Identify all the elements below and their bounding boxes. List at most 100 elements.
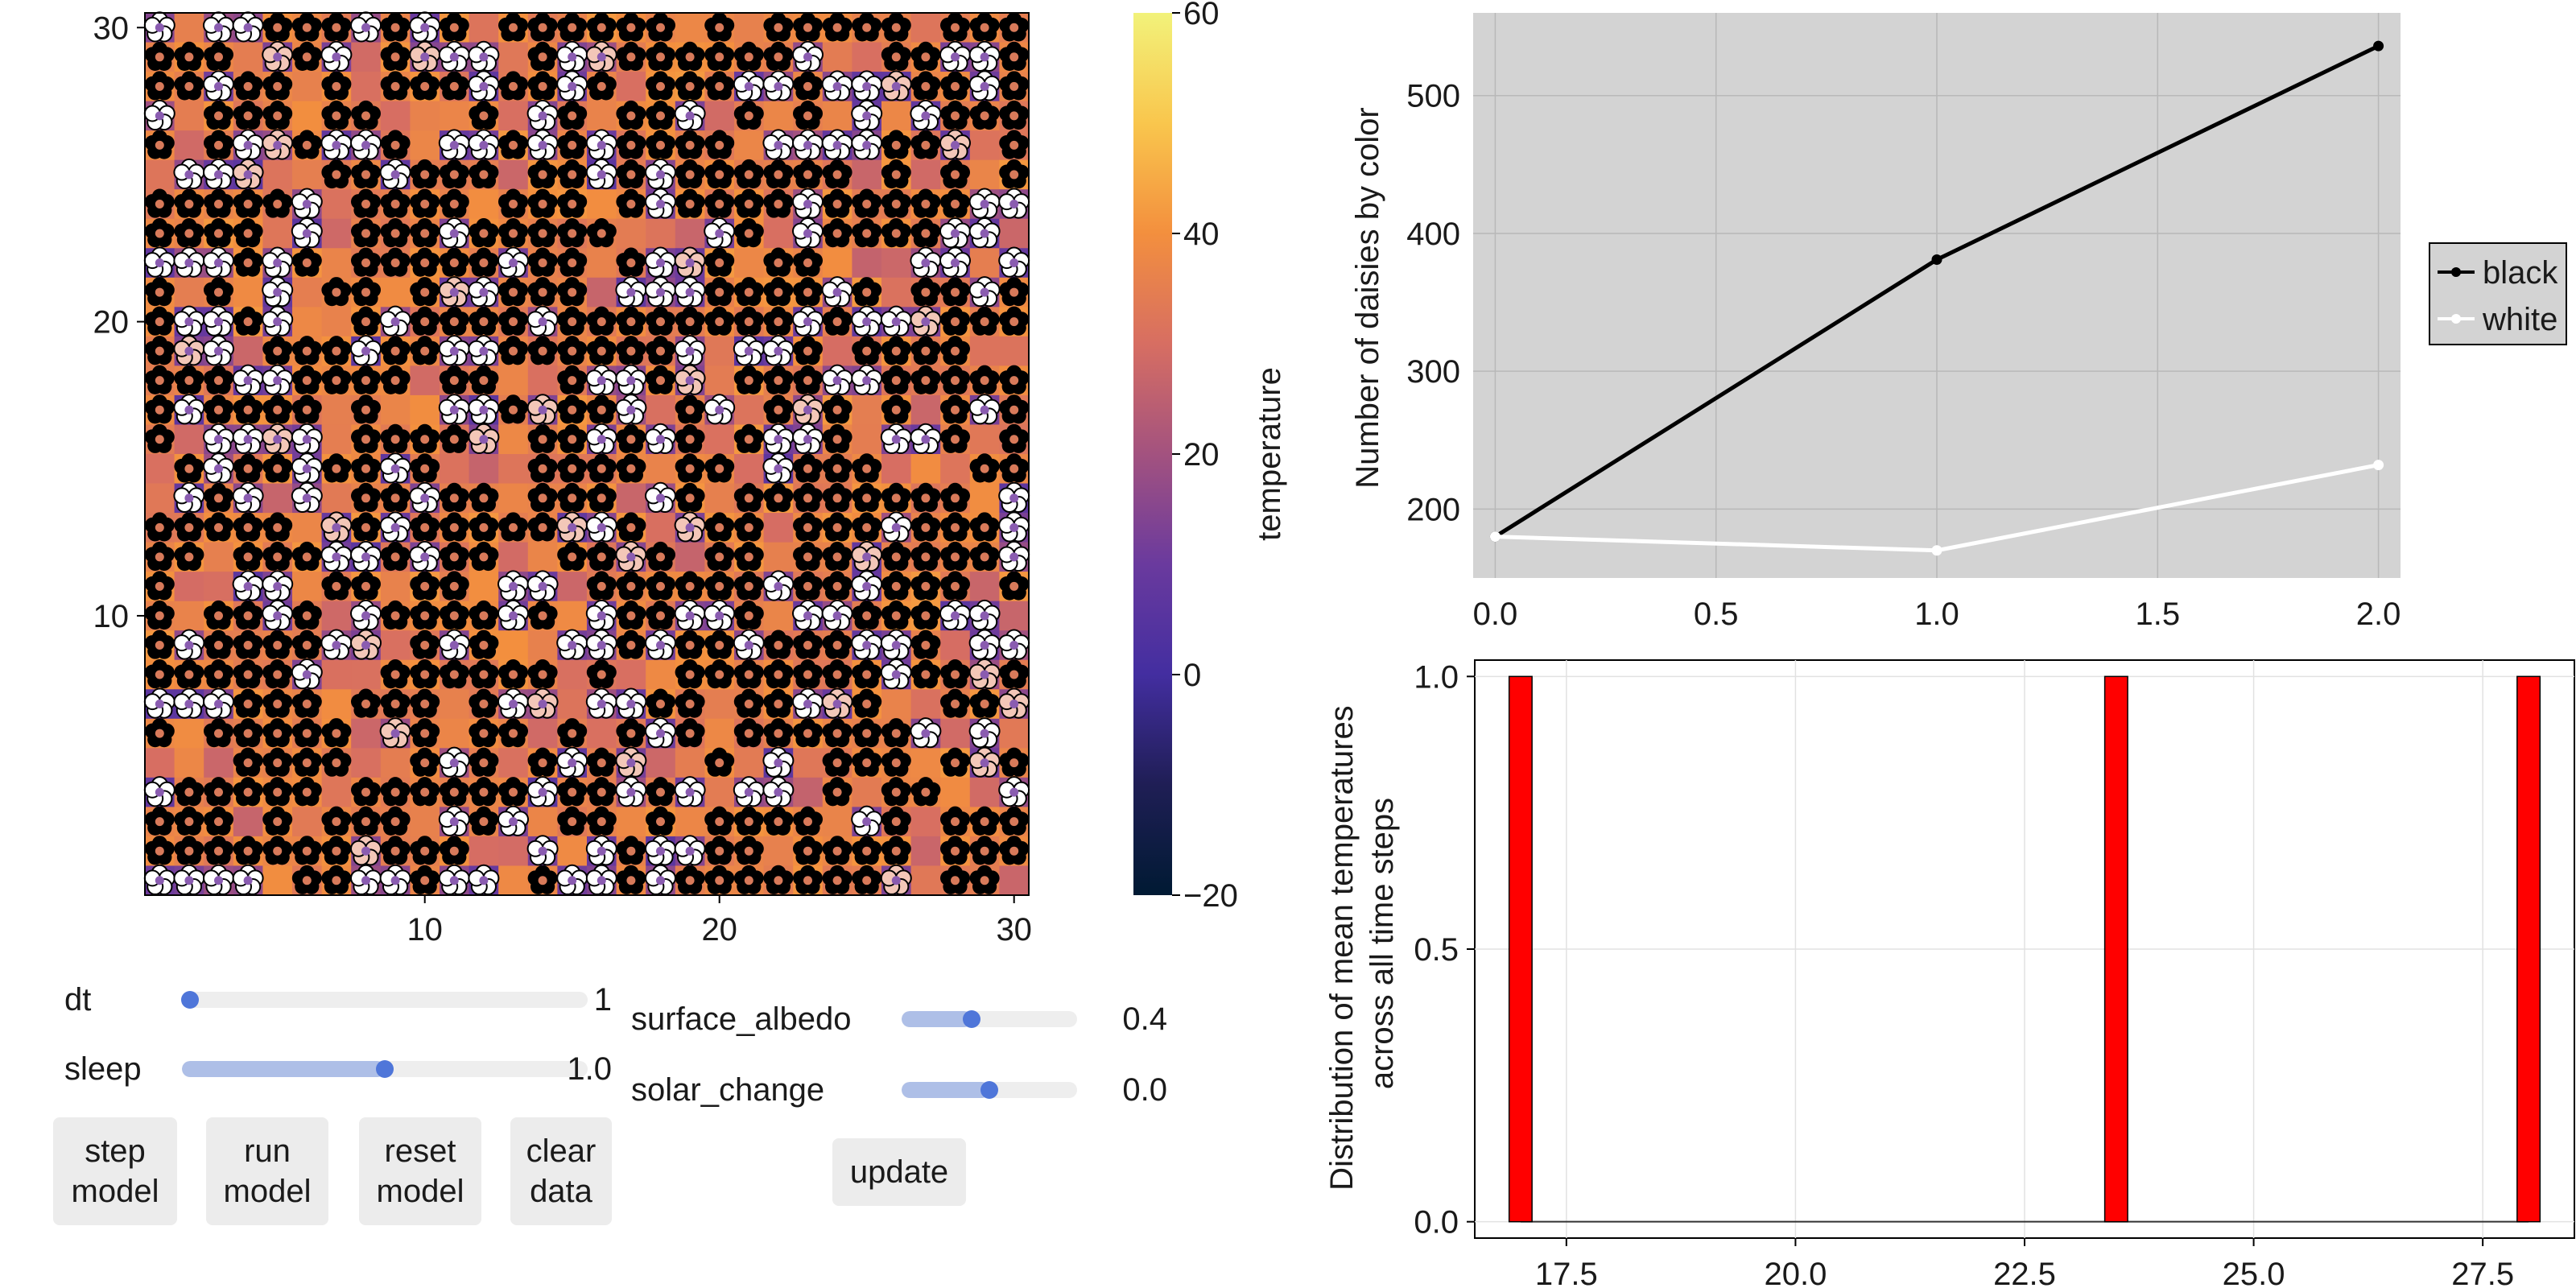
black-daisy-icon xyxy=(646,41,675,71)
daisy-center xyxy=(626,376,636,386)
slider-surface-albedo-track[interactable] xyxy=(902,1011,1077,1027)
daisy-center xyxy=(597,640,606,650)
slider-sleep[interactable]: sleep 1.0 xyxy=(64,1045,612,1093)
daisy-center xyxy=(685,611,695,621)
black-daisy-icon xyxy=(793,71,823,101)
black-daisy-icon xyxy=(321,453,352,483)
temperature-cell xyxy=(498,365,529,396)
black-daisy-icon xyxy=(351,777,381,807)
daisy-center xyxy=(626,876,636,886)
white-daisy-icon xyxy=(350,11,382,43)
black-daisy-icon xyxy=(351,394,381,424)
black-daisy-icon xyxy=(675,659,705,689)
x-tick-label: 10 xyxy=(407,912,443,947)
black-daisy-icon xyxy=(204,512,233,542)
black-daisy-icon xyxy=(940,188,970,218)
slider-surface-albedo[interactable]: surface_albedo 0.4 xyxy=(631,995,1167,1043)
black-daisy-icon xyxy=(174,836,204,865)
daisy-center xyxy=(597,346,606,356)
daisy-center xyxy=(361,700,370,709)
daisy-center xyxy=(774,405,783,415)
daisy-center xyxy=(449,317,459,327)
daisy-center xyxy=(832,581,842,591)
clear-data-button[interactable]: clear data xyxy=(510,1117,612,1225)
daisy-center xyxy=(832,611,842,621)
daisy-center xyxy=(479,700,489,709)
daisy-center xyxy=(803,81,812,91)
black-daisy-icon xyxy=(646,541,675,572)
daisy-center xyxy=(832,464,842,473)
black-daisy-icon xyxy=(793,806,823,836)
daisy-center xyxy=(685,640,695,650)
update-button[interactable]: update xyxy=(832,1138,966,1206)
white-daisy-icon xyxy=(291,481,323,513)
black-daisy-icon xyxy=(704,659,735,689)
slider-surface-albedo-knob[interactable] xyxy=(963,1010,981,1028)
daisy-center xyxy=(803,611,812,621)
daisy-center xyxy=(1009,640,1019,650)
daisy-center xyxy=(568,640,577,650)
slider-sleep-knob[interactable] xyxy=(376,1060,394,1078)
slider-dt-knob[interactable] xyxy=(181,991,200,1009)
daisy-center xyxy=(243,522,253,532)
white-daisy-icon xyxy=(232,481,264,513)
daisy-center xyxy=(538,581,547,591)
temperature-cell xyxy=(498,454,529,485)
daisy-center xyxy=(538,199,547,208)
black-daisy-icon xyxy=(204,600,233,630)
daisy-center xyxy=(832,376,842,386)
daisy-center xyxy=(214,23,223,32)
daisy-center xyxy=(656,817,665,827)
black-daisy-icon xyxy=(675,630,705,659)
daisy-center xyxy=(184,52,194,62)
black-daisy-icon xyxy=(704,512,735,542)
daisy-center xyxy=(538,346,547,356)
temperature-cell xyxy=(380,630,411,661)
black-daisy-icon xyxy=(822,482,852,512)
slider-dt-track[interactable] xyxy=(182,992,588,1008)
white-daisy-icon xyxy=(556,70,588,101)
daisy-center xyxy=(951,405,960,415)
daisy-center xyxy=(390,611,400,621)
black-daisy-icon xyxy=(144,130,175,159)
slider-dt[interactable]: dt 1 xyxy=(64,976,612,1024)
daisy-center xyxy=(184,787,194,797)
slider-solar-change[interactable]: solar_change 0.0 xyxy=(631,1066,1167,1114)
daisy-center xyxy=(479,81,489,91)
black-daisy-icon xyxy=(291,836,322,865)
daisy-center xyxy=(509,581,518,591)
reset-model-button[interactable]: reset model xyxy=(359,1117,481,1225)
temperature-cell xyxy=(527,365,558,396)
black-daisy-icon xyxy=(439,777,469,807)
daisy-center xyxy=(597,552,606,562)
daisy-center xyxy=(921,493,931,503)
daisy-center xyxy=(390,81,400,91)
black-daisy-icon xyxy=(793,336,823,365)
y-tick-label: 1.0 xyxy=(1414,659,1459,695)
daisy-center xyxy=(715,52,724,62)
daisy-center xyxy=(891,405,901,415)
daisy-center xyxy=(626,258,636,268)
black-daisy-icon xyxy=(439,306,469,336)
daisy-center xyxy=(921,52,931,62)
daisy-center xyxy=(332,376,341,386)
black-daisy-icon xyxy=(646,365,675,394)
daisy-center xyxy=(420,23,430,32)
black-daisy-icon xyxy=(704,541,735,572)
daisy-center xyxy=(656,170,665,180)
black-daisy-icon xyxy=(557,453,588,483)
daisy-center xyxy=(951,817,960,827)
black-daisy-icon xyxy=(999,571,1030,601)
daisy-center xyxy=(214,170,223,180)
slider-solar-change-knob[interactable] xyxy=(980,1081,998,1099)
step-model-button[interactable]: step model xyxy=(53,1117,177,1225)
daisy-center xyxy=(449,581,459,591)
run-model-button[interactable]: run model xyxy=(206,1117,328,1225)
daisy-center xyxy=(921,581,931,591)
temperature-cell xyxy=(734,394,765,426)
daisy-center xyxy=(803,729,812,738)
daisy-center xyxy=(509,229,518,238)
white-daisy-icon xyxy=(733,776,765,807)
black-daisy-icon xyxy=(852,836,882,865)
black-daisy-icon xyxy=(144,41,175,71)
